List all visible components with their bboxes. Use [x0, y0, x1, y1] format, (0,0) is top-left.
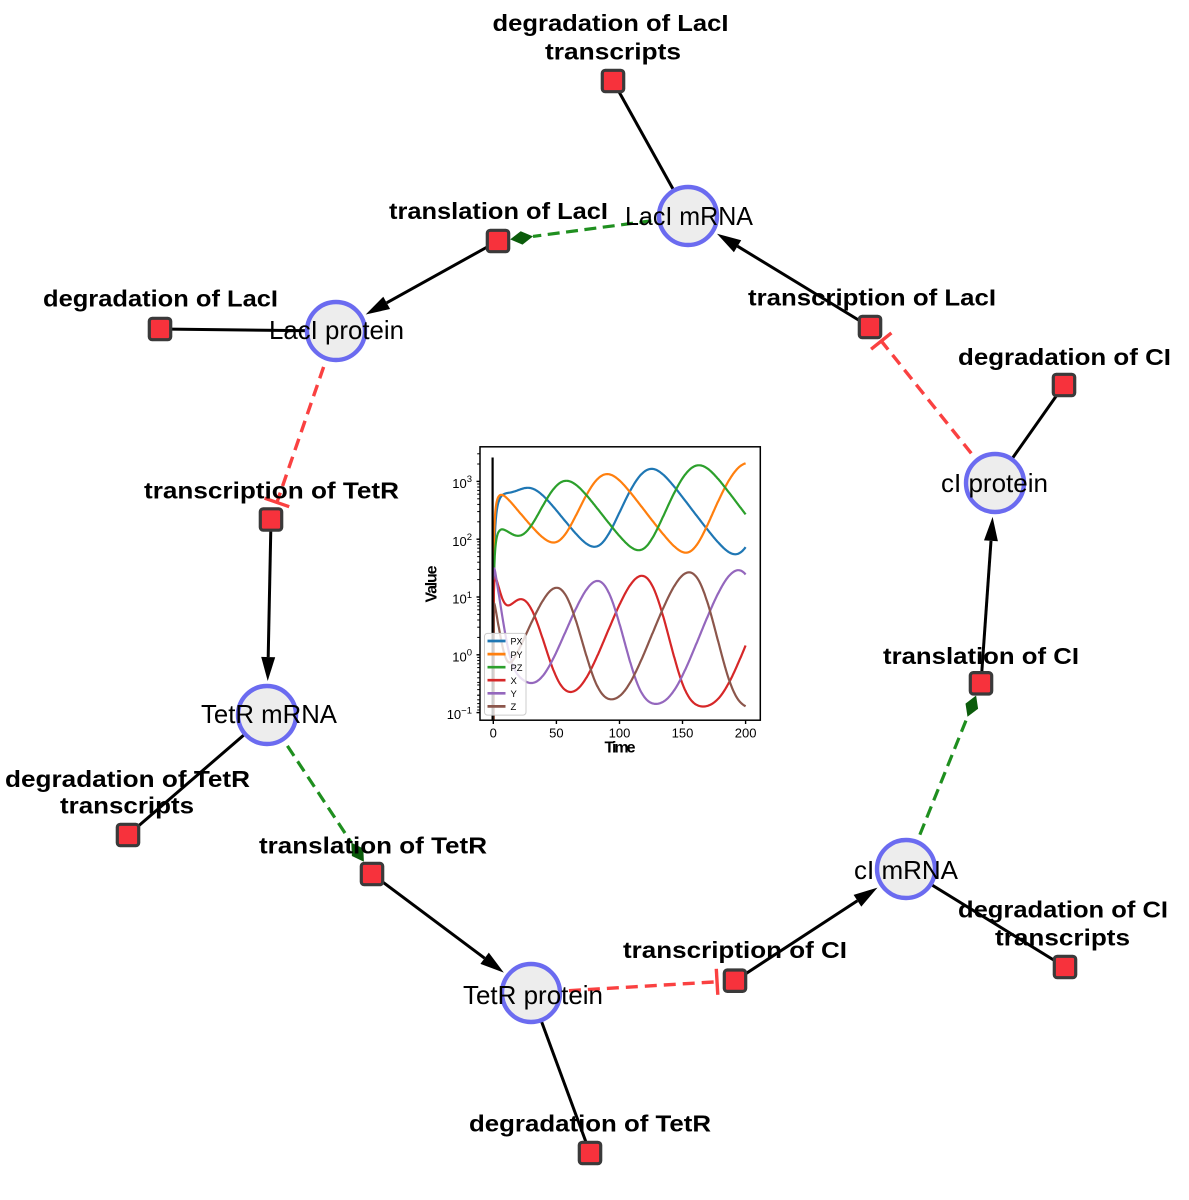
svg-text:transcription of CI: transcription of CI [623, 937, 847, 963]
svg-text:PY: PY [511, 650, 524, 661]
svg-text:Z: Z [511, 702, 517, 713]
svg-text:Time: Time [605, 740, 636, 757]
svg-text:cI protein: cI protein [941, 468, 1048, 498]
svg-text:100: 100 [609, 725, 631, 740]
svg-text:transcription of LacI: transcription of LacI [748, 285, 996, 311]
svg-text:50: 50 [549, 725, 563, 740]
svg-text:degradation of TetR: degradation of TetR [469, 1111, 711, 1137]
svg-text:Value: Value [424, 565, 441, 602]
svg-text:transcripts: transcripts [995, 925, 1130, 951]
svg-text:translation of LacI: translation of LacI [389, 198, 608, 224]
svg-text:PX: PX [511, 637, 524, 648]
svg-text:101: 101 [452, 590, 472, 607]
svg-text:TetR protein: TetR protein [463, 980, 603, 1010]
svg-text:transcripts: transcripts [545, 39, 681, 65]
svg-text:degradation of CI: degradation of CI [958, 897, 1168, 923]
svg-text:LacI protein: LacI protein [269, 315, 404, 345]
svg-text:translation of CI: translation of CI [883, 643, 1079, 669]
svg-text:translation of TetR: translation of TetR [259, 833, 487, 859]
svg-text:LacI mRNA: LacI mRNA [625, 201, 754, 231]
svg-text:degradation of LacI: degradation of LacI [43, 286, 278, 312]
svg-text:10−1: 10−1 [447, 705, 472, 722]
svg-text:TetR mRNA: TetR mRNA [201, 699, 338, 729]
svg-text:PZ: PZ [511, 663, 523, 674]
svg-text:degradation of CI: degradation of CI [958, 344, 1171, 370]
svg-text:degradation of TetR: degradation of TetR [5, 766, 250, 792]
svg-text:102: 102 [452, 532, 472, 549]
svg-text:X: X [511, 676, 518, 687]
svg-text:degradation of LacI: degradation of LacI [493, 10, 729, 36]
svg-text:103: 103 [452, 474, 472, 491]
svg-text:transcription of TetR: transcription of TetR [144, 478, 399, 504]
svg-text:transcripts: transcripts [60, 793, 194, 819]
svg-text:0: 0 [490, 725, 497, 740]
svg-text:200: 200 [735, 725, 757, 740]
svg-text:100: 100 [452, 648, 472, 665]
svg-text:150: 150 [672, 725, 694, 740]
svg-text:Y: Y [511, 689, 518, 700]
svg-text:cI mRNA: cI mRNA [854, 855, 959, 885]
